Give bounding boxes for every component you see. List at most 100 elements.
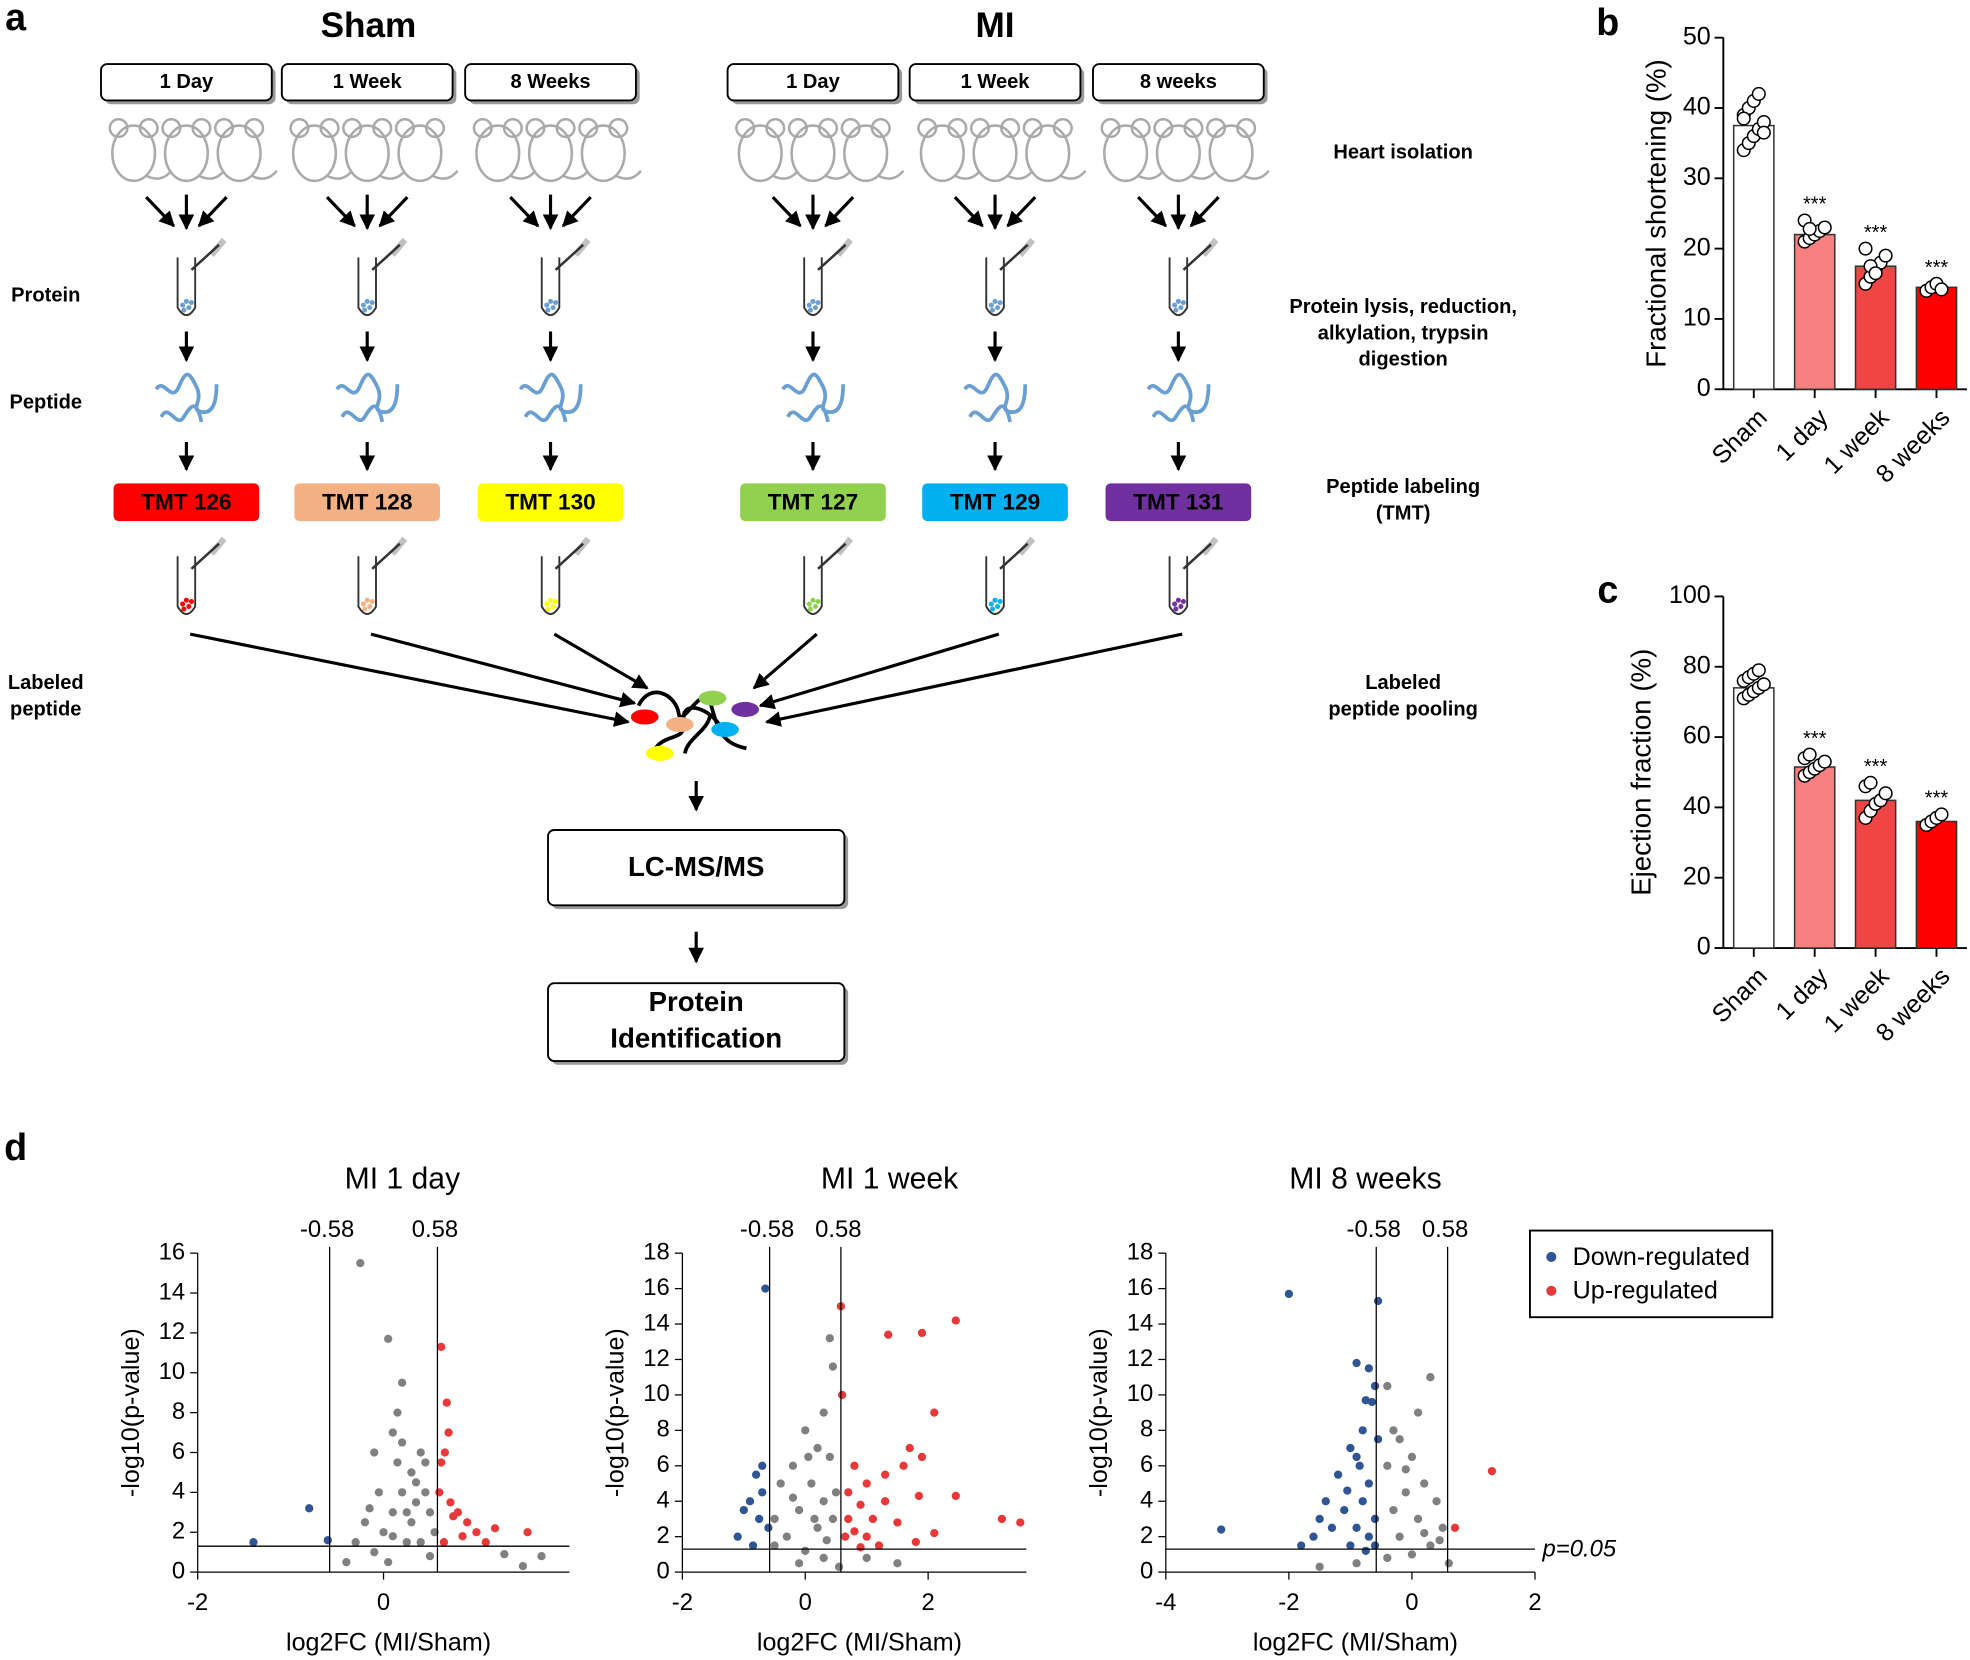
x-tick-label: 0 [377, 1589, 390, 1616]
mouse-ear [1183, 118, 1204, 139]
point [841, 1532, 850, 1541]
point [1364, 1364, 1374, 1373]
mouse-ear [817, 118, 839, 139]
tube-sample [186, 305, 192, 311]
tube-sample [362, 307, 368, 313]
y-tick-label: 10 [1683, 304, 1711, 332]
threshold-label: -0.58 [300, 1216, 354, 1243]
tube-sample [995, 305, 1001, 311]
point [880, 1497, 890, 1506]
mouse [790, 124, 836, 183]
mouse-tail [431, 169, 459, 180]
tmt-box [1105, 483, 1252, 522]
mouse-ear [394, 118, 415, 139]
panel-label: b [1596, 1, 1619, 43]
y-tick-label: 30 [1683, 163, 1711, 191]
x-axis-label: log2FC (MI/Sham) [757, 1628, 962, 1656]
mouse-tail [1190, 169, 1218, 180]
y-tick-label: 40 [1683, 93, 1711, 121]
point [442, 1398, 451, 1407]
y-tick-label: 12 [1127, 1345, 1154, 1372]
arrow [378, 196, 409, 228]
mouse-ear [424, 118, 446, 139]
bar [1732, 687, 1775, 949]
point [436, 1342, 446, 1351]
tube-sample [810, 597, 816, 603]
step-label: LC-MS/MS [628, 851, 765, 882]
y-tick-label: 10 [1127, 1380, 1154, 1407]
x-axis-label: log2FC (MI/Sham) [286, 1628, 491, 1656]
pipette [817, 243, 847, 271]
data-point [1736, 111, 1751, 126]
point [834, 1562, 844, 1571]
tmt-box [113, 483, 260, 522]
timepoint-label: 1 Week [333, 71, 403, 93]
point [825, 1452, 834, 1462]
side-label: Peptide [9, 391, 82, 413]
timepoint-label: 8 Weeks [511, 71, 591, 93]
point [1315, 1514, 1324, 1524]
point [430, 1528, 439, 1537]
point [828, 1362, 838, 1371]
tube-sample [1175, 298, 1181, 304]
point [388, 1428, 397, 1437]
tmt-box [294, 483, 441, 522]
mouse-ear [191, 118, 212, 139]
mouse-ear [342, 118, 363, 139]
y-tick-label: 40 [1683, 792, 1711, 820]
mouse-ear [969, 118, 991, 139]
mouse [1208, 124, 1254, 183]
tube-sample [1180, 598, 1186, 604]
point [1321, 1497, 1330, 1506]
point [388, 1508, 397, 1517]
point [868, 1514, 877, 1524]
mouse-ear [1000, 118, 1021, 139]
pipette [817, 542, 847, 570]
point [1333, 1470, 1343, 1479]
point [393, 1408, 402, 1417]
point [893, 1559, 902, 1568]
tube [985, 257, 1005, 317]
mouse-tail [1137, 169, 1165, 180]
tube-sample [1178, 603, 1184, 610]
data-point [1802, 747, 1817, 762]
point [819, 1497, 828, 1506]
tube-sample [1172, 302, 1178, 308]
y-tick-label: 20 [1683, 862, 1711, 890]
point [407, 1468, 416, 1477]
data-point [1756, 125, 1771, 140]
tmt-box [740, 483, 886, 522]
tube-sample [188, 300, 194, 306]
x-tick-label: 0 [1405, 1589, 1418, 1616]
timepoint-box [726, 63, 900, 102]
tube-sample [992, 597, 998, 603]
mouse [216, 124, 262, 183]
point [1367, 1397, 1377, 1407]
y-tick-label: 4 [1140, 1487, 1153, 1514]
point [822, 1536, 831, 1545]
pipette-tip [1017, 237, 1036, 257]
mouse-ear [138, 118, 159, 139]
group-title: MI [976, 6, 1015, 45]
tube-sample [806, 302, 812, 308]
arrow [197, 196, 228, 228]
y-tick-label: 18 [1127, 1238, 1154, 1265]
pipette [999, 542, 1029, 570]
y-axis-label: Fractional shortening (%) [1640, 59, 1671, 367]
peptide [518, 372, 583, 423]
point [862, 1479, 871, 1488]
tube [540, 257, 561, 317]
mouse [919, 124, 965, 183]
mouse-ear [870, 118, 891, 139]
side-label: peptide [10, 698, 81, 720]
point [439, 1538, 449, 1547]
y-tick-label: 10 [159, 1358, 186, 1385]
point [856, 1500, 865, 1509]
peptide [335, 372, 400, 423]
point [1355, 1461, 1364, 1470]
data-point [1863, 775, 1878, 790]
tube-sample [995, 603, 1001, 610]
y-tick-label: 100 [1669, 581, 1711, 609]
pipette-tip [209, 237, 227, 257]
point [1340, 1505, 1349, 1515]
